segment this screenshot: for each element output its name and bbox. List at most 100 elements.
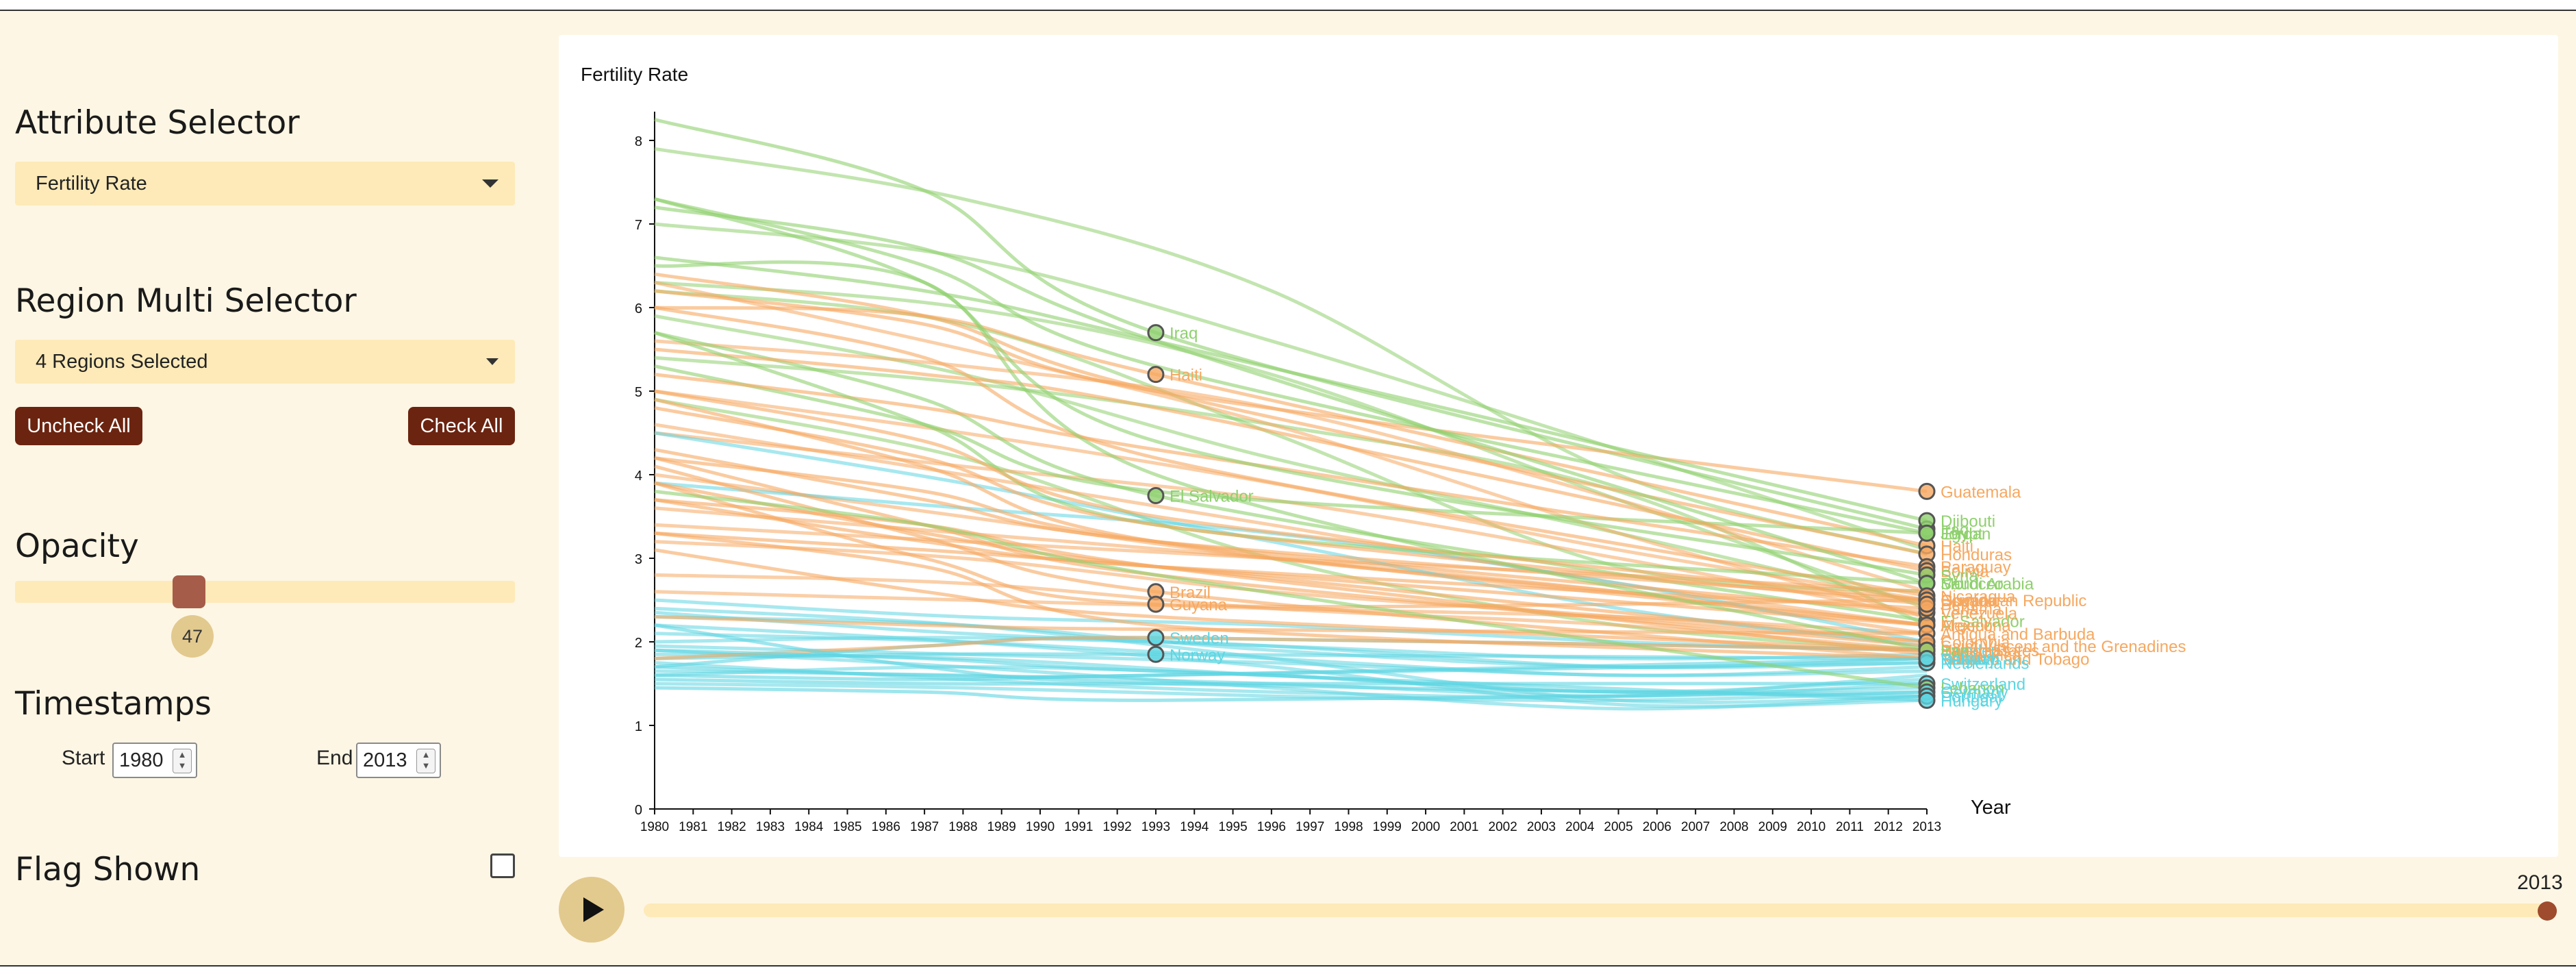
opacity-slider-thumb[interactable] — [173, 575, 205, 608]
sidebar: Attribute Selector Fertility Rate Region… — [0, 11, 541, 965]
x-tick-label: 2003 — [1527, 820, 1556, 834]
series-end-label: Bahamas — [1941, 642, 2010, 660]
end-year-value: 2013 — [363, 749, 407, 771]
y-tick-label: 1 — [635, 719, 642, 734]
x-tick-label: 2010 — [1797, 820, 1826, 834]
series-end-label: Antigua and Barbuda — [1941, 625, 2095, 644]
series-end-label: Iraq — [1941, 521, 1969, 539]
start-year-value: 1980 — [119, 749, 164, 771]
x-tick-label: 2013 — [1912, 820, 1941, 834]
opacity-slider-track[interactable] — [15, 581, 515, 603]
x-tick-label: 1985 — [833, 820, 861, 834]
series-end-label: Switzerland — [1941, 675, 2025, 694]
series-line — [654, 118, 1928, 531]
x-tick-label: 1996 — [1257, 820, 1286, 834]
flag-shown-checkbox[interactable] — [490, 853, 515, 878]
y-tick-label: 7 — [635, 218, 642, 233]
x-axis-label: Year — [1971, 797, 2011, 819]
x-tick-label: 1995 — [1218, 820, 1247, 834]
series-end-label: Jordan — [1941, 525, 1991, 543]
series-end-label: Honduras — [1941, 546, 2012, 564]
series-mid-label: Iraq — [1170, 325, 1198, 343]
series-line — [654, 489, 1928, 690]
y-tick-label: 4 — [635, 469, 642, 484]
series-end-label: Germany — [1941, 684, 2008, 702]
series-line — [654, 682, 1928, 703]
mid-marker — [1147, 595, 1165, 613]
series-line — [654, 389, 1928, 602]
series-line — [654, 498, 1928, 656]
start-year-input[interactable]: 1980 ▲ ▼ — [112, 743, 197, 778]
attribute-selector-title: Attribute Selector — [15, 104, 300, 142]
caret-down-icon — [482, 179, 498, 188]
series-end-label: Hungary — [1941, 692, 2003, 710]
series-end-label: Belgium — [1941, 650, 2000, 669]
series-line — [654, 686, 1928, 702]
series-end-label: Venezuela — [1941, 604, 2018, 623]
check-all-button[interactable]: Check All — [408, 407, 515, 445]
timestamps-title: Timestamps — [15, 685, 212, 723]
y-tick-label: 2 — [635, 636, 642, 651]
series-end-label: Lebanon — [1941, 680, 2004, 698]
series-end-label: Ecuador — [1941, 592, 2002, 610]
start-label: Start — [62, 747, 105, 769]
series-line — [654, 481, 1928, 609]
region-dropdown[interactable]: 4 Regions Selected — [15, 340, 515, 384]
stepper-arrows-icon[interactable]: ▲ ▼ — [416, 749, 435, 773]
series-end-label: Guyana — [1941, 592, 1999, 610]
series-line — [654, 677, 1927, 686]
series-end-label: Djibouti — [1941, 512, 1995, 531]
series-line — [654, 314, 1928, 606]
series-line — [654, 364, 1928, 535]
series-end-label: Costa Rica — [1941, 646, 2021, 664]
series-end-label: Nicaragua — [1941, 588, 2016, 606]
uncheck-all-button[interactable]: Uncheck All — [15, 407, 142, 445]
opacity-value-badge: 47 — [171, 615, 214, 658]
series-end-label: Brazil — [1941, 650, 1982, 669]
series-line — [654, 260, 1928, 652]
mid-marker — [1147, 324, 1165, 342]
end-marker — [1918, 482, 1936, 500]
mid-marker — [1147, 487, 1165, 504]
series-line — [654, 648, 1928, 702]
series-mid-label: Brazil — [1170, 584, 1211, 602]
caret-down-icon — [486, 358, 498, 365]
x-tick-label: 1982 — [717, 820, 746, 834]
x-tick-label: 1993 — [1141, 820, 1170, 834]
series-end-label: United States — [1941, 642, 2039, 660]
series-end-label: Dominican Republic — [1941, 592, 2086, 610]
x-tick-label: 1986 — [872, 820, 900, 834]
series-end-label: Morocco — [1941, 575, 2004, 594]
series-line — [654, 147, 1928, 556]
x-tick-label: 2002 — [1489, 820, 1517, 834]
series-line — [654, 614, 1928, 636]
x-tick-label: 2008 — [1719, 820, 1748, 834]
end-year-input[interactable]: 2013 ▲ ▼ — [356, 743, 441, 778]
series-end-label: Syria — [1941, 566, 1978, 585]
end-marker — [1918, 524, 1936, 542]
timeline-track[interactable] — [644, 904, 2547, 917]
attribute-dropdown[interactable]: Fertility Rate — [15, 162, 515, 205]
series-end-label: Iran — [1941, 642, 1969, 660]
play-button[interactable] — [559, 877, 624, 943]
timeline-thumb[interactable] — [2538, 901, 2557, 921]
series-line — [654, 256, 1928, 523]
region-dropdown-value: 4 Regions Selected — [36, 351, 208, 373]
stepper-arrows-icon[interactable]: ▲ ▼ — [173, 749, 192, 773]
series-end-label: Netherlands — [1941, 655, 2029, 673]
x-tick-label: 1990 — [1026, 820, 1055, 834]
series-line — [654, 347, 1928, 573]
x-tick-label: 1981 — [679, 820, 707, 834]
attribute-dropdown-value: Fertility Rate — [36, 173, 147, 195]
series-line — [654, 456, 1928, 614]
series-line — [654, 447, 1928, 602]
series-line — [654, 648, 1928, 711]
series-line — [654, 456, 1928, 648]
series-end-label: Egypt — [1941, 525, 1983, 543]
x-tick-label: 1997 — [1296, 820, 1324, 834]
end-marker — [1918, 691, 1936, 709]
y-tick-label: 5 — [635, 385, 642, 400]
series-end-label: Guatemala — [1941, 483, 2021, 501]
x-tick-label: 1991 — [1064, 820, 1093, 834]
series-end-label: Haiti — [1941, 538, 1973, 556]
